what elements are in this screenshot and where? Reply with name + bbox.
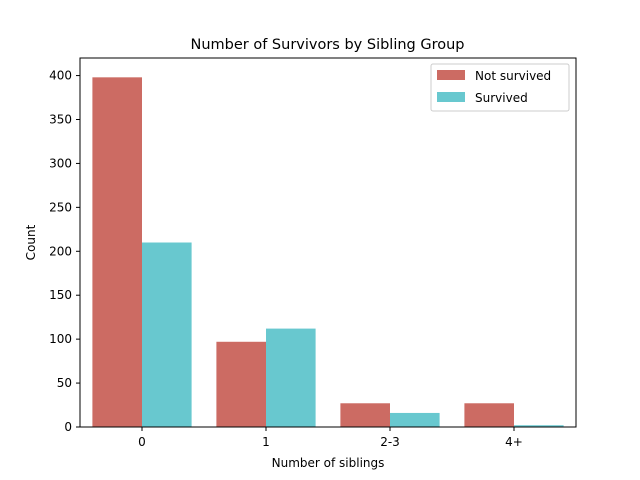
legend-swatch-not-survived [437,70,465,80]
legend: Not survived Survived [430,63,570,112]
bar-not-survived-0 [92,77,142,427]
x-tick-label-4: 4+ [505,435,523,449]
plot-frame [79,57,577,428]
y-tick-label-300: 300 [49,156,72,170]
legend-frame [430,63,570,112]
x-tick-label-1: 1 [262,435,270,449]
y-tick-label-100: 100 [49,332,72,346]
bar-survived-4 [514,425,564,427]
y-tick-label-250: 250 [49,200,72,214]
y-axis: 0 50 100 150 200 250 300 350 400 [49,69,80,434]
bar-not-survived-2-3 [340,403,390,427]
x-axis-label: Number of siblings [272,456,385,470]
y-tick-label-150: 150 [49,288,72,302]
bar-not-survived-4 [464,403,514,427]
bar-survived-2-3 [390,412,440,427]
y-tick-label-400: 400 [49,69,72,83]
bar-survived-0 [142,242,192,427]
x-tick-label-2-3: 2-3 [380,435,400,449]
y-tick-label-200: 200 [49,244,72,258]
x-axis: 0 1 2-3 4+ [138,427,523,449]
bar-survived-1 [266,328,316,427]
y-tick-label-0: 0 [64,420,72,434]
y-tick-label-350: 350 [49,113,72,127]
x-tick-label-0: 0 [138,435,146,449]
y-axis-label: Count [24,224,38,260]
legend-label-not-survived: Not survived [475,69,551,83]
legend-swatch-survived [437,92,465,102]
legend-label-survived: Survived [475,91,528,105]
bars-group [92,77,564,427]
bar-not-survived-1 [216,341,266,427]
chart-title: Number of Survivors by Sibling Group [190,37,464,53]
y-tick-label-50: 50 [57,376,72,390]
